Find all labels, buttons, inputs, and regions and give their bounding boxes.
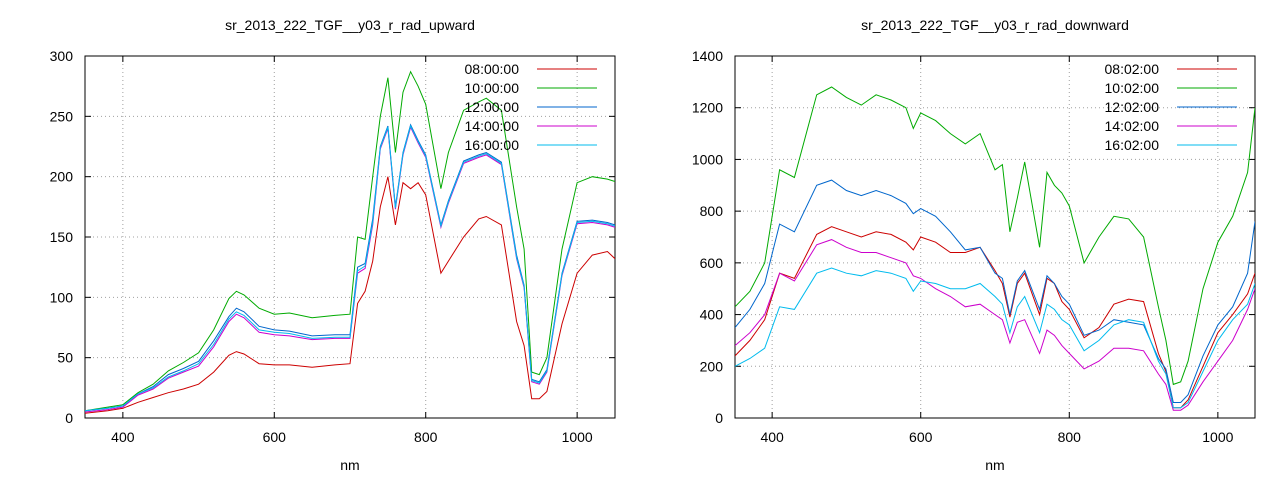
chart-panel-1: 400 600 800 1000 0 50 100 150 200 250 300 sr_2013_2… [50,17,616,473]
chart-title: sr_2013_222_TGF__y03_r_rad_upward [225,17,475,33]
y-tick-label: 200 [50,169,74,185]
y-tick-label: 150 [50,229,74,245]
y-tick-label: 800 [700,203,724,219]
y-tick-label: 600 [700,255,724,271]
legend-label: 14:00:00 [465,118,520,134]
x-tick-label: 400 [111,429,135,445]
legend-label: 16:00:00 [465,137,520,153]
y-tick-label: 0 [715,410,723,426]
y-tick-label: 50 [57,350,73,366]
chart-panel-2: 400 600 800 1000 0 200 400 600 800 1000 1200 1400 sr… [692,17,1256,473]
y-tick-label: 1200 [692,100,723,116]
x-axis-label: nm [985,457,1004,473]
legend-label: 10:02:00 [1105,80,1160,96]
legend-label: 12:02:00 [1105,99,1160,115]
x-axis-label: nm [340,457,359,473]
series-line-2 [85,70,615,412]
x-tick-label: 800 [1058,429,1082,445]
legend-label: 14:02:00 [1105,118,1160,134]
series-line-5 [735,267,1255,409]
y-tick-label: 1400 [692,48,723,64]
plot-frame [734,55,1256,419]
series-line-2 [735,86,1255,386]
legend-label: 12:00:00 [465,99,520,115]
legend-label: 16:02:00 [1105,137,1160,153]
y-tick-label: 0 [65,410,73,426]
series-line-4 [735,239,1255,411]
y-tick-label: 200 [700,358,724,374]
y-tick-label: 1000 [692,151,723,167]
series-line-4 [85,125,615,413]
x-tick-label: 400 [760,429,784,445]
series-line-1 [85,176,615,414]
series-line-3 [85,123,615,412]
y-tick-label: 400 [700,307,724,323]
y-tick-label: 300 [50,48,74,64]
y-tick-label: 250 [50,108,74,124]
x-tick-label: 1000 [562,429,593,445]
chart-title: sr_2013_222_TGF__y03_r_rad_downward [861,17,1129,33]
x-tick-label: 600 [263,429,287,445]
legend-label: 08:02:00 [1105,61,1160,77]
legend-label: 10:00:00 [465,80,520,96]
legend-label: 08:00:00 [465,61,520,77]
series-line-3 [735,179,1255,403]
x-tick-label: 800 [414,429,438,445]
series-line-1 [735,226,1255,409]
x-tick-label: 600 [909,429,933,445]
series-line-5 [85,124,615,412]
y-tick-label: 100 [50,289,74,305]
x-tick-label: 1000 [1202,429,1233,445]
